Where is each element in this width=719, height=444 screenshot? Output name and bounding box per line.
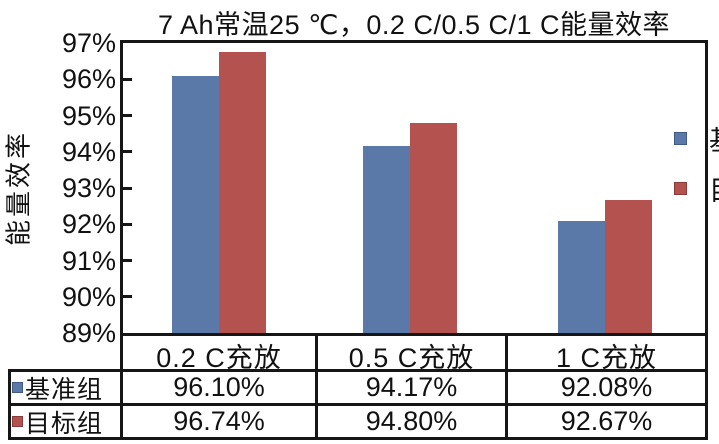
category-header-cell: 0.5 C充放 — [318, 336, 505, 375]
y-axis-tick — [123, 186, 132, 190]
y-tick-label: 96% — [61, 64, 116, 95]
y-axis-tick — [123, 150, 132, 154]
y-axis-tick — [123, 77, 132, 81]
value-cell: 92.67% — [508, 406, 705, 437]
legend-marker-icon — [674, 181, 687, 195]
plot-area: 基准组目标组 — [120, 40, 719, 336]
category-header-row: 0.2 C充放 0.5 C充放 1 C充放 — [120, 336, 708, 375]
y-tick-label: 89% — [61, 318, 116, 348]
legend-marker-icon — [674, 131, 687, 145]
series-row-header-基准组: 基准组 — [11, 372, 120, 404]
bar-基准组-1 C充放 — [558, 221, 605, 333]
y-tick-label: 95% — [61, 100, 116, 131]
value-text: 96.74% — [173, 406, 265, 436]
value-cell: 96.74% — [123, 406, 315, 437]
chart-title: 7 Ah常温25 ℃，0.2 C/0.5 C/1 C能量效率 — [158, 10, 670, 40]
data-table: 基准组 96.10% 94.17% 92.08% 目标组 96.74% 94.80% 92.6… — [8, 369, 708, 440]
category-label: 0.5 C充放 — [348, 343, 475, 373]
value-text: 92.08% — [560, 372, 653, 402]
y-tick-label: 92% — [61, 209, 116, 240]
series-row-header-目标组: 目标组 — [11, 406, 120, 438]
y-tick-label: 97% — [61, 28, 116, 58]
y-axis-tick — [123, 295, 132, 299]
y-tick-label: 93% — [61, 173, 116, 203]
category-header-cell: 0.2 C充放 — [123, 336, 315, 375]
value-cell: 94.17% — [318, 372, 505, 403]
legend-item-基准组: 基准组 — [674, 113, 719, 163]
category-label: 1 C充放 — [555, 343, 658, 373]
legend-item-目标组: 目标组 — [674, 163, 719, 213]
value-cell: 96.10% — [123, 372, 315, 403]
value-text: 94.80% — [365, 406, 458, 436]
bar-目标组-0.5 C充放 — [410, 122, 457, 333]
y-tick-label: 90% — [61, 281, 116, 312]
y-axis-tick — [123, 114, 132, 117]
bar-基准组-0.2 C充放 — [172, 75, 219, 333]
y-tick-label: 91% — [61, 245, 116, 276]
category-header-cell: 1 C充放 — [508, 336, 705, 375]
y-axis-tick — [123, 259, 132, 262]
value-text: 94.17% — [365, 372, 458, 402]
value-cell: 94.80% — [318, 406, 505, 437]
bar-基准组-0.5 C充放 — [363, 145, 410, 333]
series-name: 基准组 — [25, 375, 104, 404]
series-key-icon — [12, 382, 23, 393]
y-tick-label: 94% — [61, 136, 116, 167]
y-axis-tick — [123, 222, 132, 226]
value-text: 96.10% — [173, 372, 265, 402]
category-label: 0.2 C充放 — [156, 343, 282, 373]
value-cell: 92.08% — [508, 372, 705, 403]
series-name: 目标组 — [25, 409, 104, 438]
legend: 基准组目标组 — [674, 113, 719, 213]
legend-label: 目标组 — [709, 169, 719, 208]
value-text: 92.67% — [560, 406, 653, 436]
bar-目标组-1 C充放 — [605, 200, 652, 333]
series-key-icon — [12, 416, 23, 427]
legend-label: 基准组 — [709, 119, 719, 158]
bar-目标组-0.2 C充放 — [219, 52, 266, 333]
